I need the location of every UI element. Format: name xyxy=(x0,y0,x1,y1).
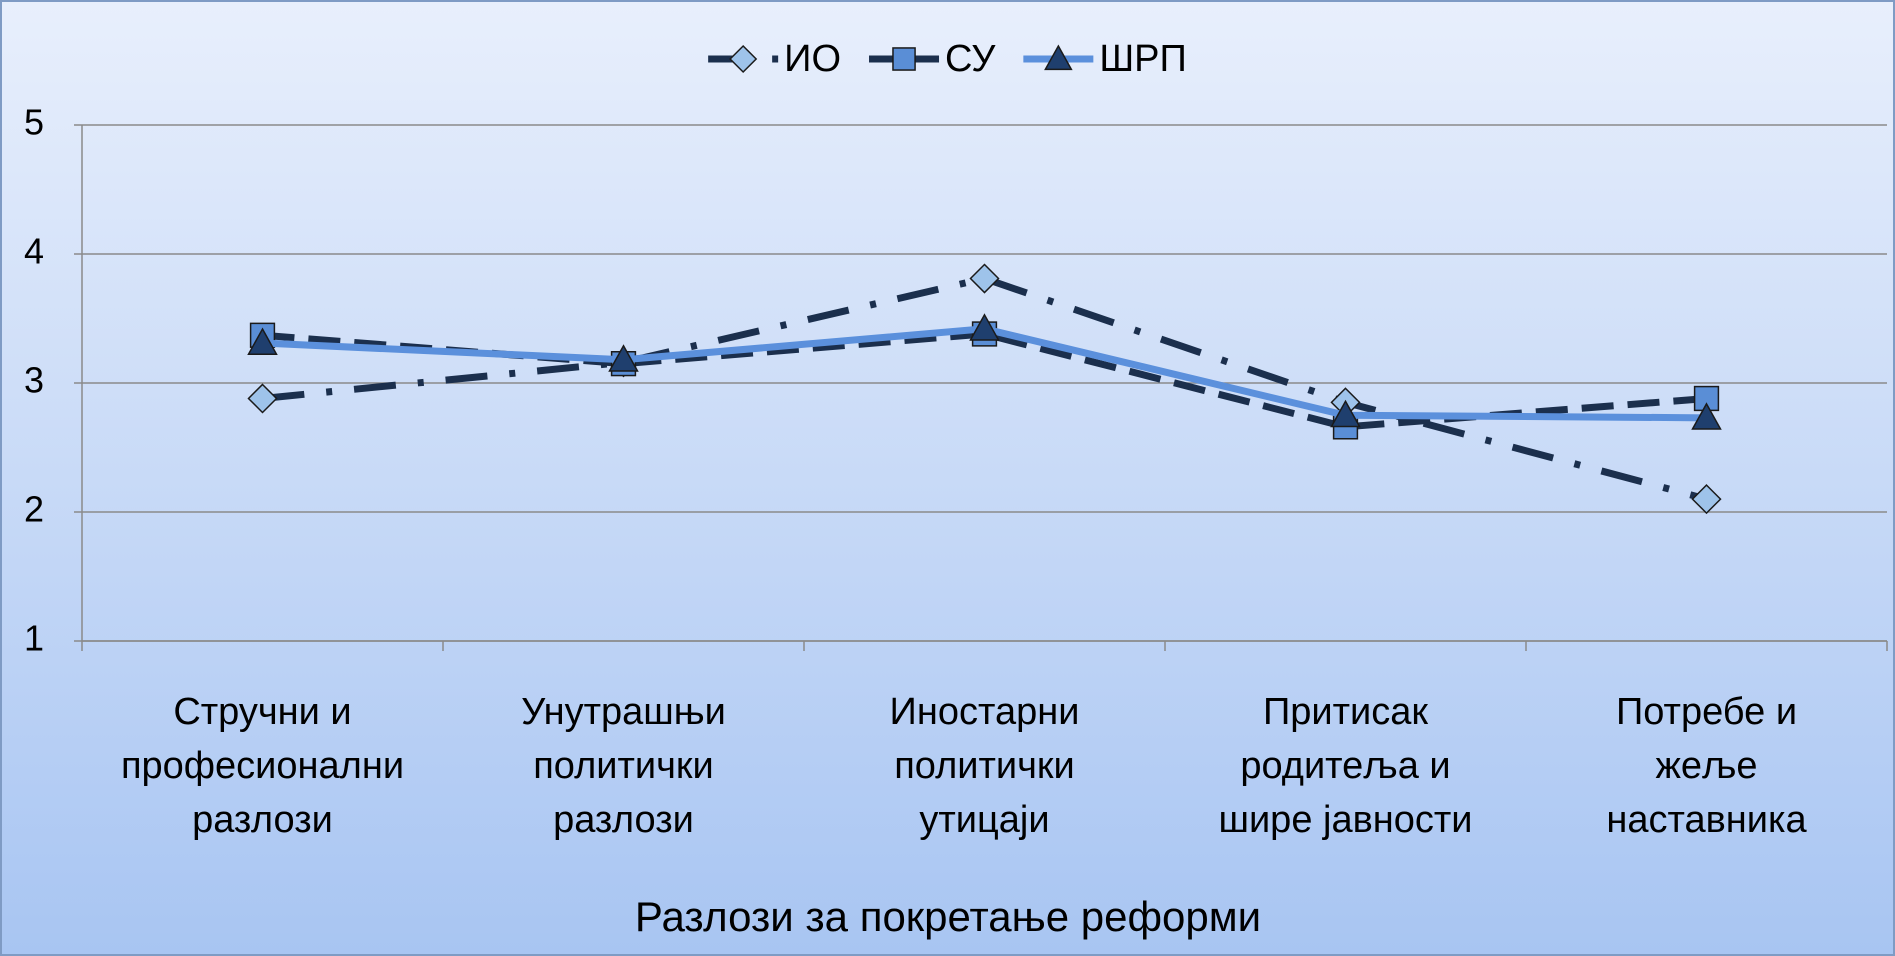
legend-label: ИО xyxy=(784,38,841,80)
x-tick-label: Унутрашњи политички разлози xyxy=(521,691,726,841)
x-tick-label: Иностарни политички утицаји xyxy=(889,691,1080,841)
y-tick-label: 5 xyxy=(24,102,44,143)
y-tick-label: 1 xyxy=(24,618,44,659)
legend-item: СУ xyxy=(869,38,996,80)
legend-marker xyxy=(1044,44,1073,71)
legend-item: ШРП xyxy=(1023,38,1187,80)
x-tick-label: Притисак родитеља и шире јавности xyxy=(1218,691,1473,841)
data-point xyxy=(1691,484,1722,515)
legend-label: СУ xyxy=(945,38,996,80)
x-tick-label: Потребе и жеље наставника xyxy=(1606,691,1807,841)
data-point xyxy=(969,313,1000,341)
data-point xyxy=(247,383,278,414)
y-tick-label: 2 xyxy=(24,489,44,530)
series-line xyxy=(262,274,1708,503)
data-point xyxy=(608,344,639,372)
x-tick-label: Стручни и професионални разлози xyxy=(120,691,405,841)
y-tick-label: 3 xyxy=(24,360,44,401)
x-axis-title: Разлози за покретање реформи xyxy=(635,893,1261,940)
legend-marker xyxy=(892,47,916,71)
data-point xyxy=(969,263,1000,294)
legend-marker xyxy=(729,44,758,74)
legend-item: ИО xyxy=(708,38,841,80)
legend-label: ШРП xyxy=(1099,38,1187,80)
data-point xyxy=(1330,399,1361,428)
data-point xyxy=(247,327,278,355)
y-tick-label: 4 xyxy=(24,231,44,272)
data-point xyxy=(1691,402,1722,430)
